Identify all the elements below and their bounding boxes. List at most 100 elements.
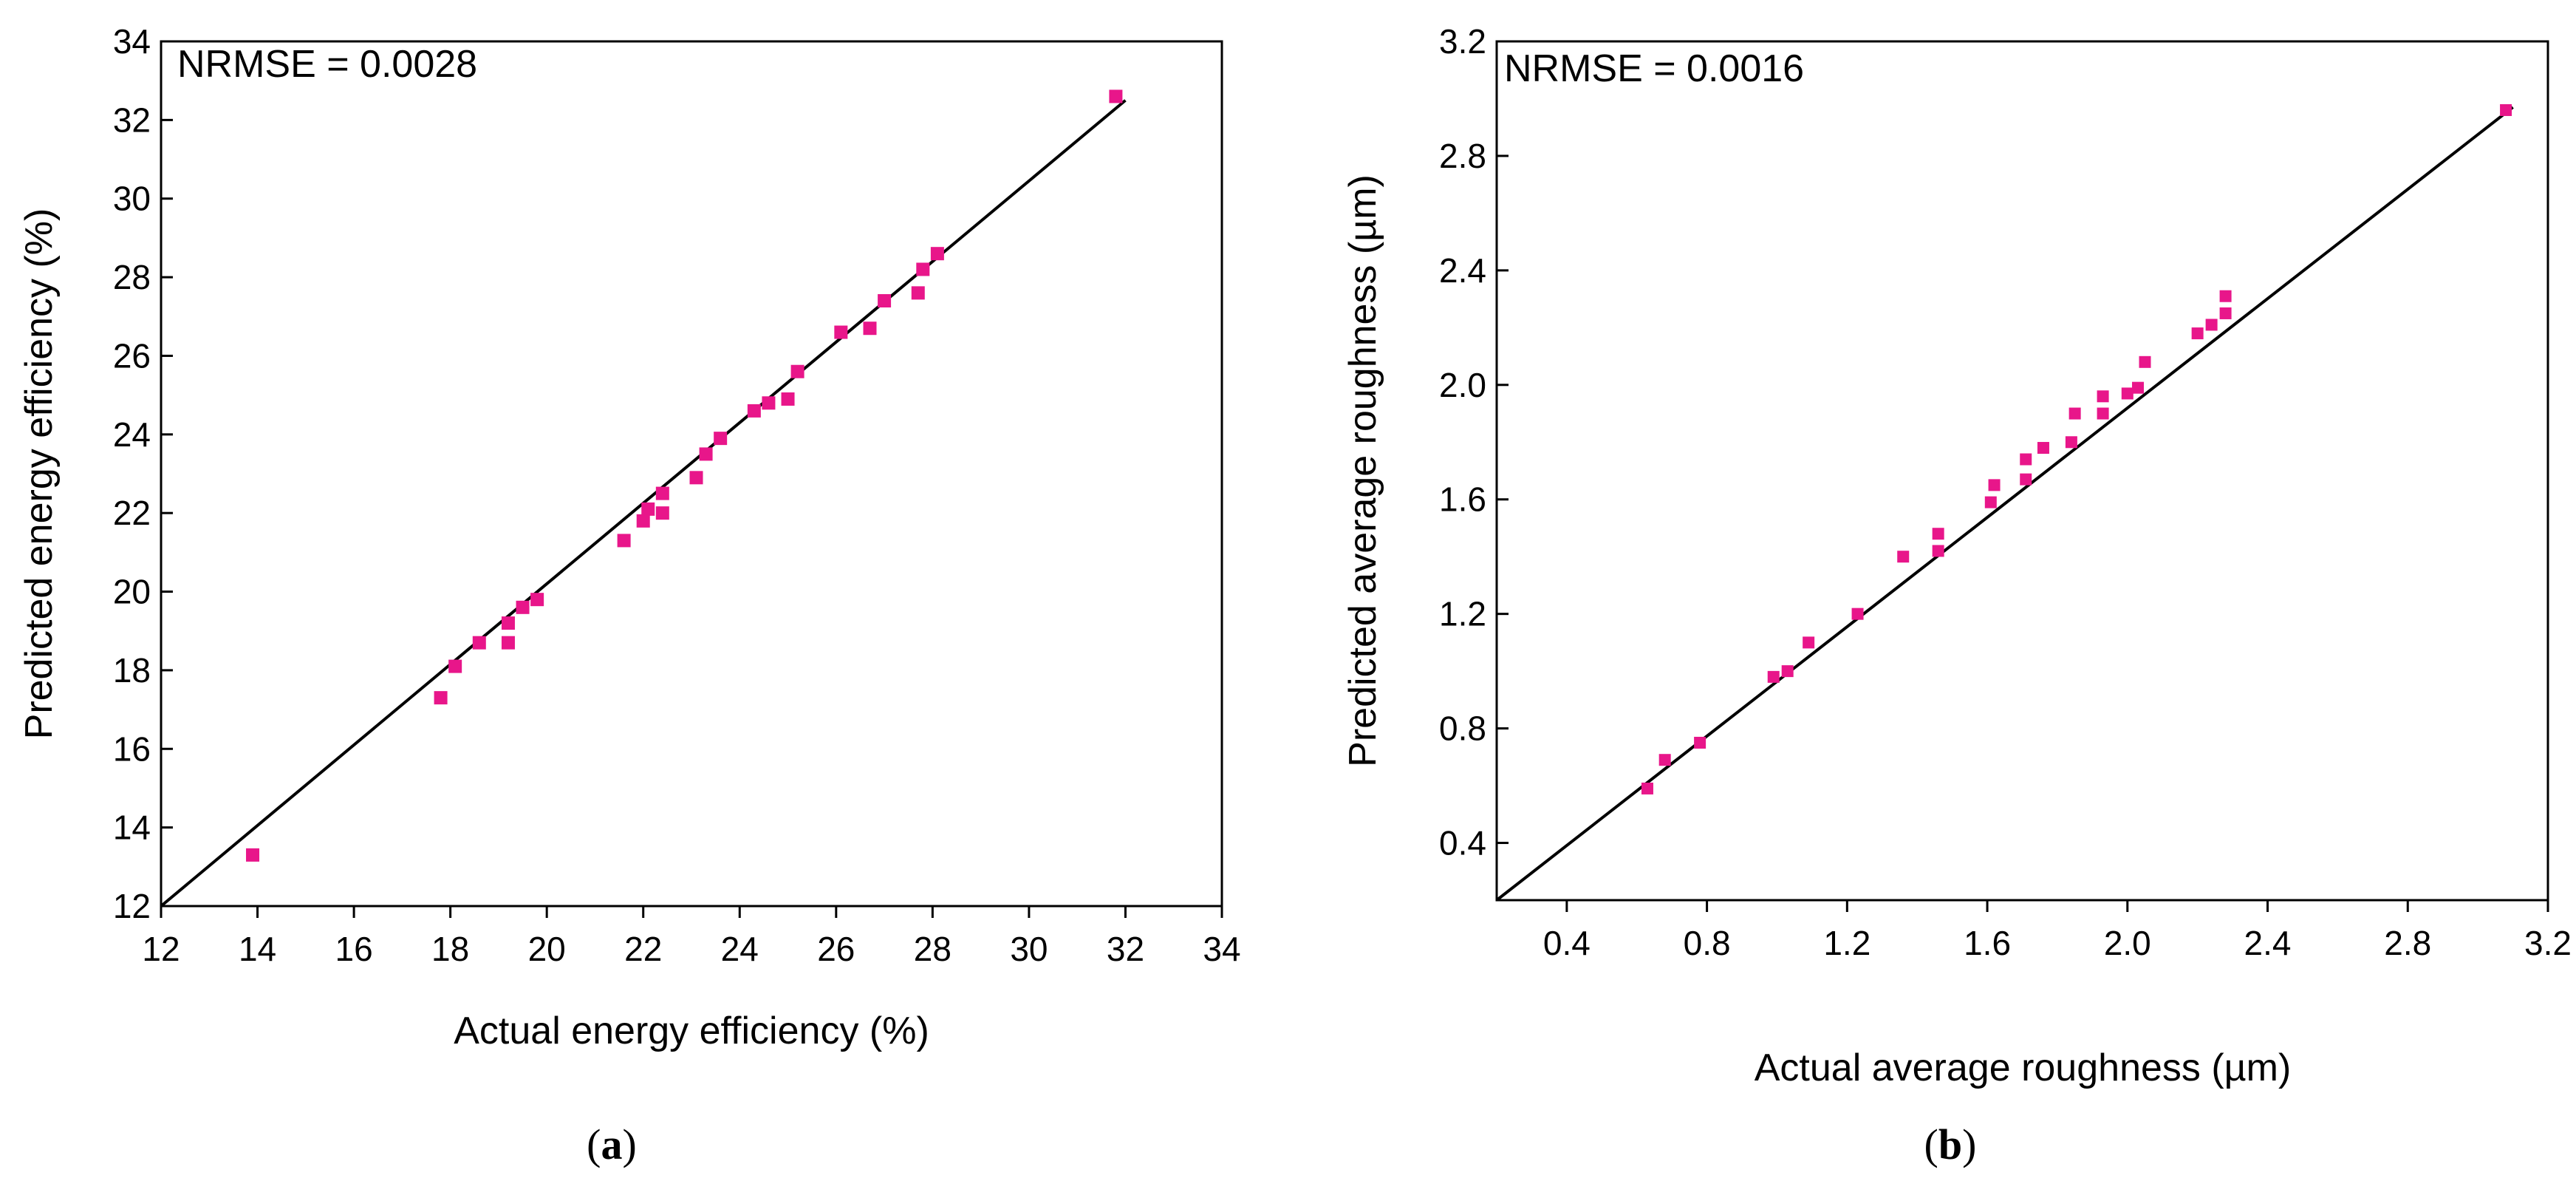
y-axis-title-b: Predicted average roughness (µm) — [1342, 174, 1384, 767]
y-tick-label: 20 — [113, 573, 151, 611]
x-ticks-b: 0.4 0.8 1.2 1.6 2.0 2.4 2.8 3.2 — [1543, 900, 2572, 962]
x-tick-label: 0.4 — [1543, 924, 1591, 962]
data-point — [1641, 782, 1653, 794]
reference-line-b — [1495, 106, 2514, 902]
data-point — [2037, 442, 2049, 455]
data-point — [2068, 407, 2081, 420]
data-point — [916, 262, 930, 276]
data-point — [1932, 545, 1944, 557]
data-point — [2219, 290, 2232, 302]
y-ticks-b: 0.4 0.8 1.2 1.6 2.0 2.4 2.8 3.2 — [1439, 22, 1509, 862]
y-axis-title-a: Predicted energy efficiency (%) — [18, 208, 61, 740]
data-point — [2139, 355, 2151, 368]
y-ticks-a: 12 14 16 18 20 22 24 26 28 30 32 34 — [113, 22, 173, 925]
x-tick-label: 32 — [1107, 930, 1144, 968]
data-point — [1984, 496, 1997, 508]
x-ticks-a: 12 14 16 18 20 22 24 26 28 30 32 34 — [142, 906, 1241, 968]
y-tick-label: 18 — [113, 651, 151, 690]
chart-panel-a: 12 14 16 18 20 22 24 26 28 30 32 34 12 14 16 18 20 22 24 2… — [18, 22, 1241, 1168]
data-point — [2219, 307, 2232, 319]
y-tick-label: 1.6 — [1439, 480, 1486, 519]
x-axis-title-b: Actual average roughness (µm) — [1755, 1046, 2292, 1089]
y-tick-label: 22 — [113, 494, 151, 532]
x-tick-label: 16 — [335, 930, 373, 968]
data-point — [1694, 736, 1706, 749]
data-point — [911, 286, 925, 300]
x-tick-label: 34 — [1203, 930, 1240, 968]
data-point — [1932, 528, 1944, 540]
data-point — [655, 506, 669, 520]
x-tick-label: 14 — [239, 930, 276, 968]
y-tick-label: 2.0 — [1439, 366, 1486, 404]
x-axis-title-a: Actual energy efficiency (%) — [454, 1010, 929, 1052]
data-point — [2097, 390, 2109, 403]
y-tick-label: 16 — [113, 729, 151, 768]
y-tick-label: 26 — [113, 336, 151, 375]
annotation-b: NRMSE = 0.0016 — [1504, 47, 1804, 90]
chart-panel-b: 0.4 0.8 1.2 1.6 2.0 2.4 2.8 3.2 0.4 0.8 1.2 1.6 2.0… — [1342, 22, 2572, 1168]
y-tick-label: 30 — [113, 180, 151, 218]
data-point — [930, 247, 944, 261]
data-point — [501, 616, 515, 630]
data-point — [434, 691, 448, 705]
data-point — [689, 471, 703, 485]
y-tick-label: 2.8 — [1439, 137, 1486, 175]
x-tick-label: 18 — [431, 930, 469, 968]
y-tick-label: 28 — [113, 258, 151, 296]
data-point — [790, 364, 804, 378]
y-tick-label: 14 — [113, 809, 151, 847]
data-point — [1109, 89, 1123, 103]
data-point — [2020, 473, 2032, 486]
x-tick-label: 22 — [624, 930, 662, 968]
x-tick-label: 2.4 — [2244, 924, 2292, 962]
data-point — [2065, 436, 2077, 449]
x-tick-label: 0.8 — [1684, 924, 1731, 962]
y-tick-label: 32 — [113, 101, 151, 139]
data-point — [1767, 670, 1780, 683]
x-tick-label: 24 — [721, 930, 759, 968]
data-point — [714, 432, 728, 446]
data-point — [834, 325, 848, 339]
data-point — [246, 848, 260, 862]
y-tick-label: 24 — [113, 415, 151, 454]
data-point — [1851, 607, 1864, 620]
data-points-a — [246, 89, 1123, 862]
data-point — [2191, 327, 2204, 340]
y-tick-label: 0.8 — [1439, 709, 1486, 748]
data-point — [501, 636, 515, 650]
data-point — [1988, 479, 2001, 491]
data-point — [636, 514, 650, 528]
annotation-a: NRMSE = 0.0028 — [177, 43, 477, 86]
y-tick-label: 1.2 — [1439, 595, 1486, 633]
data-point — [1803, 636, 1815, 649]
panel-caption-a: (a) — [587, 1120, 637, 1168]
data-point — [472, 636, 486, 650]
data-point — [516, 600, 530, 614]
y-tick-label: 0.4 — [1439, 824, 1486, 862]
x-tick-label: 12 — [142, 930, 180, 968]
data-point — [2020, 453, 2032, 466]
data-point — [1897, 551, 1910, 563]
x-tick-label: 30 — [1010, 930, 1048, 968]
y-tick-label: 34 — [113, 22, 151, 61]
data-point — [448, 659, 462, 673]
data-point — [863, 321, 877, 336]
data-point — [747, 404, 761, 418]
data-point — [2205, 319, 2218, 331]
x-tick-label: 3.2 — [2524, 924, 2572, 962]
data-point — [878, 294, 892, 307]
panel-caption-b: (b) — [1924, 1120, 1977, 1168]
data-point — [2097, 407, 2109, 420]
data-point — [530, 593, 544, 607]
data-points-b — [1641, 103, 2512, 794]
data-point — [2500, 103, 2512, 116]
x-tick-label: 1.6 — [1964, 924, 2011, 962]
data-point — [1658, 754, 1671, 766]
data-point — [617, 534, 631, 548]
x-tick-label: 2.0 — [2104, 924, 2151, 962]
data-point — [641, 502, 655, 516]
x-tick-label: 20 — [528, 930, 566, 968]
y-tick-label: 12 — [113, 887, 151, 925]
data-point — [699, 447, 713, 461]
data-point — [655, 486, 669, 500]
